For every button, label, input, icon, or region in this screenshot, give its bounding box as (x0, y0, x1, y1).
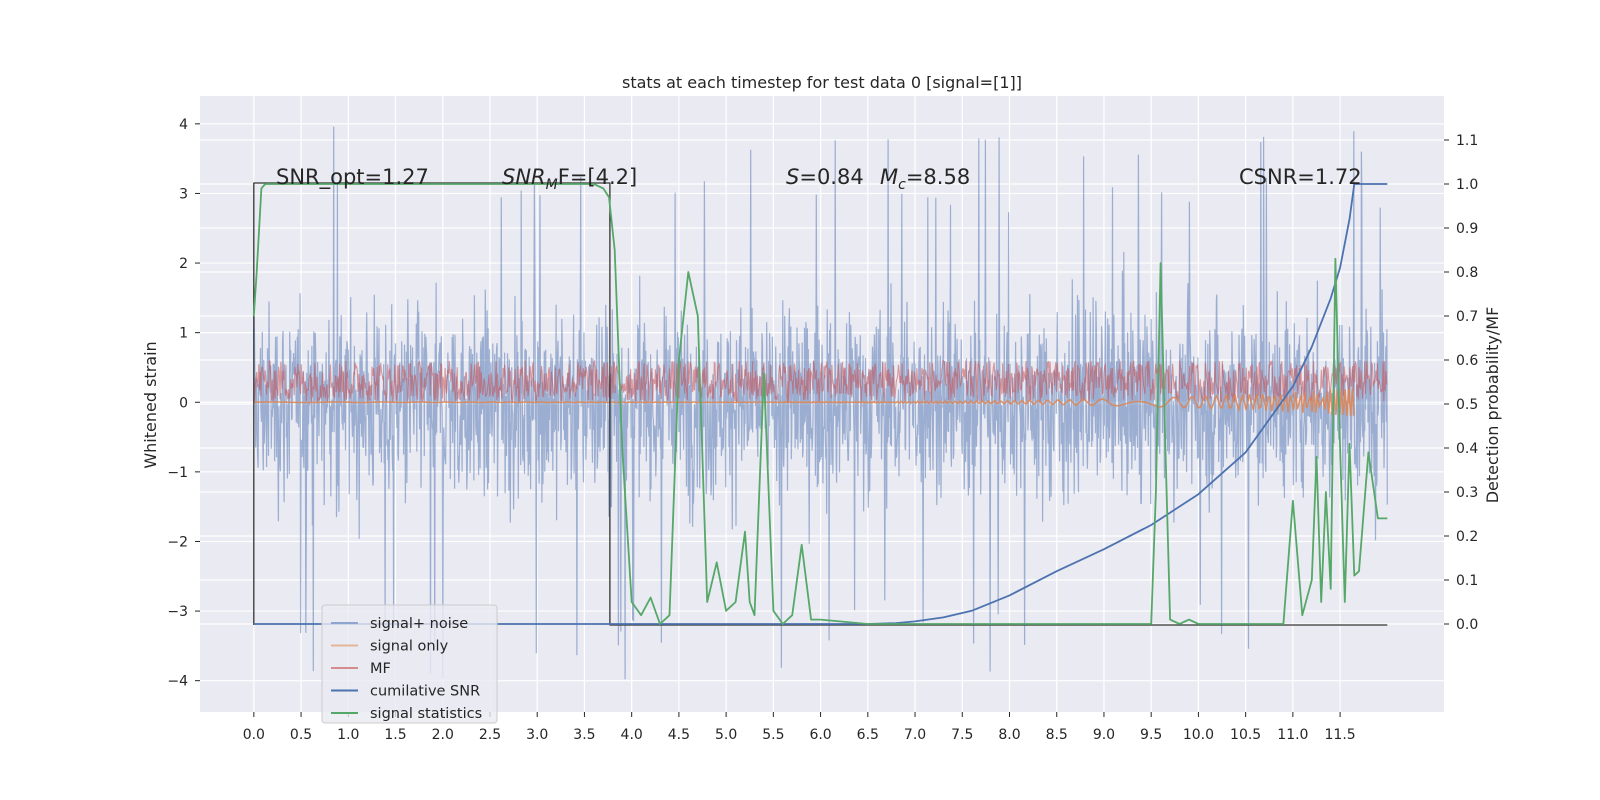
x-tick-label: 0.5 (290, 727, 312, 743)
y-axis-label-left: Whitened strain (141, 341, 160, 468)
y-tick-label-left: 1 (179, 326, 188, 342)
x-tick-label: 11.0 (1277, 727, 1308, 743)
y-tick-label-right: 1.0 (1456, 177, 1478, 193)
y-axis-label-right: Detection probability/MF (1483, 307, 1502, 504)
annotation-snr-opt: SNR_opt=1.27 (276, 165, 429, 190)
x-tick-label: 2.0 (432, 727, 454, 743)
legend-box (321, 604, 498, 724)
y-tick-label-right: 0.8 (1456, 265, 1478, 281)
annotation-snr-mf-sub: M (546, 177, 558, 193)
legend: signal+ noise signal only MF cumilative SNR… (321, 604, 498, 724)
x-tick-label: 1.0 (337, 727, 359, 743)
x-tick-label: 9.0 (1093, 727, 1115, 743)
series-signal-only (253, 388, 1356, 417)
annotation-snr-mf-rest: F=[4.2] (558, 165, 637, 189)
chart-title: stats at each timestep for test data 0 [… (622, 73, 1022, 92)
legend-item-label: signal+ noise (370, 616, 468, 632)
y-tick-label-right: 0.5 (1456, 397, 1478, 413)
x-tick-label: 8.0 (998, 727, 1020, 743)
y-tick-label-right: 0.6 (1456, 353, 1478, 369)
y-tick-label-left: −4 (167, 674, 188, 690)
annotation-csnr: CSNR=1.72 (1239, 165, 1362, 189)
legend-item-label: MF (370, 661, 391, 677)
x-tick-label: 8.5 (1046, 727, 1068, 743)
x-tick-label: 6.5 (857, 727, 879, 743)
annotation-mc-sub: c (898, 177, 906, 193)
series-mf (253, 359, 1388, 404)
axis-ticks: 0.0 0.5 1.0 1.5 2.0 2.5 3.0 3.5 4.0 4.5 5.0 5.5 6.0 6… (167, 117, 1478, 743)
annotation-s: S=0.84 (786, 165, 864, 189)
x-tick-label: 0.0 (243, 727, 265, 743)
x-tick-label: 2.5 (479, 727, 501, 743)
x-tick-label: 10.5 (1230, 727, 1261, 743)
x-tick-label: 9.5 (1140, 727, 1162, 743)
x-tick-label: 1.5 (384, 727, 406, 743)
series-signal-statistics (252, 183, 1388, 625)
annotation-s-value: =0.84 (799, 165, 863, 189)
legend-item-label: signal only (370, 639, 449, 655)
annotation-mc: Mc=8.58 (880, 165, 970, 193)
y-tick-label-left: −3 (167, 604, 188, 620)
series-cumulative-snr (253, 183, 1388, 625)
x-tick-label: 6.0 (809, 727, 831, 743)
y-tick-label-right: 0.0 (1456, 617, 1478, 633)
y-tick-label-left: 2 (179, 256, 188, 272)
annotation-mc-symbol: M (880, 165, 898, 189)
y-tick-label-left: 3 (179, 186, 188, 202)
x-tick-label: 5.5 (762, 727, 784, 743)
annotation-snr-mf: SNRMF=[4.2] (502, 165, 637, 193)
x-tick-label: 11.5 (1325, 727, 1356, 743)
y-tick-label-right: 0.9 (1456, 221, 1478, 237)
x-tick-label: 10.0 (1183, 727, 1214, 743)
y-tick-label-right: 0.1 (1456, 573, 1478, 589)
annotation-snr-mf-base: SNR (502, 165, 546, 189)
x-tick-label: 5.0 (715, 727, 737, 743)
annotation-s-symbol: S (786, 165, 799, 189)
x-tick-label: 3.5 (573, 727, 595, 743)
x-tick-label: 4.0 (621, 727, 643, 743)
annotations: SNR_opt=1.27 SNRMF=[4.2] S=0.84 Mc=8.58 … (276, 165, 1362, 193)
y-tick-label-right: 0.2 (1456, 529, 1478, 545)
y-tick-label-right: 0.7 (1456, 309, 1478, 325)
y-tick-label-right: 0.3 (1456, 485, 1478, 501)
y-tick-label-left: −1 (167, 465, 188, 481)
legend-item-label: signal statistics (370, 706, 482, 722)
x-tick-label: 3.0 (526, 727, 548, 743)
y-tick-label-left: 0 (179, 395, 188, 411)
x-tick-label: 7.5 (951, 727, 973, 743)
y-tick-label-right: 1.1 (1456, 133, 1478, 149)
x-tick-label: 7.0 (904, 727, 926, 743)
x-tick-label: 4.5 (668, 727, 690, 743)
legend-item-label: cumilative SNR (370, 684, 480, 700)
series-segment-marker (253, 182, 1388, 626)
y-tick-label-left: 4 (179, 117, 188, 133)
annotation-mc-value: =8.58 (906, 165, 970, 189)
y-tick-label-right: 0.4 (1456, 441, 1478, 457)
y-tick-label-left: −2 (167, 534, 188, 550)
